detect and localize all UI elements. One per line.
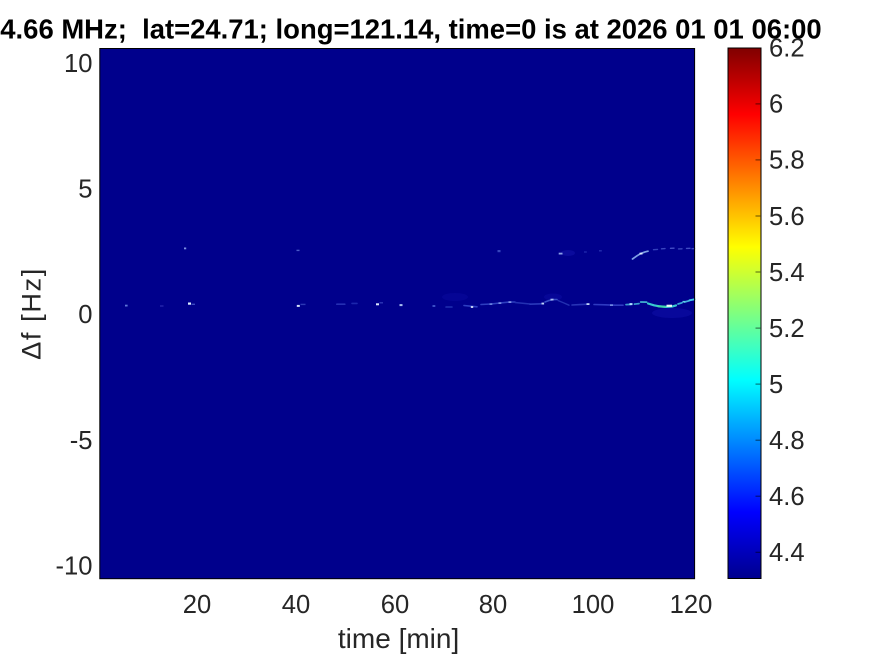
svg-text:6.2: 6.2	[769, 34, 805, 62]
svg-text:10: 10	[64, 50, 92, 78]
svg-text:time [min]: time [min]	[338, 623, 459, 654]
svg-text:5.4: 5.4	[769, 259, 805, 287]
svg-text:120: 120	[670, 591, 713, 619]
svg-text:Δf [Hz]: Δf [Hz]	[16, 267, 47, 360]
svg-text:4.8: 4.8	[769, 427, 805, 455]
svg-text:4.4: 4.4	[769, 539, 805, 567]
svg-text:5: 5	[769, 371, 783, 399]
svg-text:5: 5	[78, 176, 92, 204]
svg-text:5.6: 5.6	[769, 203, 805, 231]
svg-text:60: 60	[381, 591, 409, 619]
svg-text:4.66 MHz; lat=24.71; long=121: 4.66 MHz; lat=24.71; long=121.14, time=0…	[0, 14, 821, 45]
svg-text:5.2: 5.2	[769, 315, 805, 343]
svg-text:-10: -10	[56, 553, 93, 581]
svg-text:40: 40	[282, 591, 310, 619]
svg-text:4.6: 4.6	[769, 483, 805, 511]
svg-text:5.8: 5.8	[769, 147, 805, 175]
svg-text:0: 0	[78, 301, 92, 329]
svg-text:100: 100	[572, 591, 615, 619]
svg-text:-5: -5	[70, 427, 93, 455]
svg-text:80: 80	[479, 591, 507, 619]
svg-text:20: 20	[183, 591, 211, 619]
svg-text:6: 6	[769, 91, 783, 119]
